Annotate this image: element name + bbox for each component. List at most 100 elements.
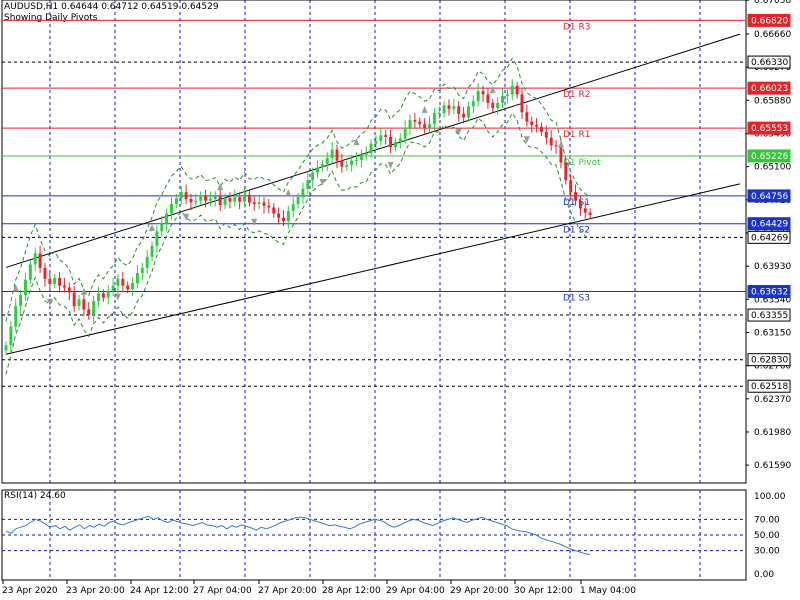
fractal-up-marker: [285, 189, 292, 197]
pivot-label: D1 S1: [563, 198, 590, 208]
price-tick-label: 0.66660: [754, 30, 791, 40]
candle-body: [77, 299, 81, 307]
fractal-down-marker: [455, 128, 462, 136]
candle-body: [505, 94, 509, 97]
candle-body: [340, 160, 344, 167]
candle-body: [213, 196, 217, 199]
rsi-tick-label: 100.00: [754, 492, 786, 502]
rsi-tick-label: 0.00: [754, 570, 774, 580]
price-plot-frame: [1, 0, 747, 484]
time-tick-label: 24 Apr 12:00: [130, 586, 189, 596]
price-badge: [747, 285, 791, 299]
candle-body: [14, 306, 18, 327]
candle-body: [574, 192, 577, 201]
candle-body: [92, 301, 96, 315]
candle-body: [549, 137, 553, 146]
candle-body: [67, 287, 71, 293]
candle-body: [267, 205, 271, 208]
candle-body: [155, 231, 159, 246]
candle-body: [588, 212, 592, 216]
candle-body: [24, 279, 27, 296]
candle-body: [43, 267, 47, 279]
price-badge-label: 0.64429: [751, 220, 788, 230]
price-badge: [747, 379, 791, 393]
price-badge-label: 0.65553: [751, 124, 788, 134]
candle-body: [28, 264, 32, 280]
candle-body: [208, 198, 212, 201]
candle-body: [447, 105, 451, 109]
candle-body: [62, 285, 66, 288]
candle-body: [384, 135, 388, 137]
rsi-line: [5, 515, 591, 555]
candle-body: [316, 167, 319, 173]
fractal-down-marker: [183, 213, 190, 221]
candle-body: [150, 245, 154, 257]
candle-body: [578, 200, 582, 209]
candle-body: [106, 290, 110, 298]
channel-line-lower: [5, 183, 741, 355]
price-badge: [747, 13, 791, 27]
candle-body: [252, 202, 256, 205]
candle-body: [218, 196, 222, 205]
candle-body: [131, 283, 135, 290]
candle-body: [418, 121, 422, 125]
time-tick-label: 23 Apr 2020: [2, 586, 58, 596]
candle-body: [82, 299, 86, 310]
candle-body: [286, 210, 290, 222]
candle-body: [320, 164, 324, 168]
candle-body: [233, 197, 237, 202]
candle-body: [345, 164, 349, 167]
candle-body: [38, 253, 42, 268]
candle-body: [569, 180, 573, 193]
candle-body: [121, 278, 125, 286]
candle-body: [389, 136, 393, 148]
candle-body: [19, 295, 23, 307]
price-tick-label: 0.65880: [754, 96, 791, 106]
candle-body: [437, 113, 441, 115]
price-badge-label: 0.63632: [751, 288, 788, 298]
candle-body: [457, 106, 461, 114]
candle-body: [4, 345, 8, 351]
candle-body: [53, 278, 57, 285]
candle-body: [544, 131, 548, 138]
pivot-label: D1 R3: [563, 22, 591, 32]
candle-body: [398, 138, 402, 143]
candle-body: [301, 188, 305, 198]
candle-body: [9, 326, 13, 346]
candle-body: [238, 197, 242, 202]
bollinger-upper-band: [5, 57, 591, 322]
candle-body: [160, 223, 164, 232]
candle-body: [257, 202, 261, 205]
price-tick-label: 0.62760: [754, 362, 791, 372]
candle-body: [335, 149, 339, 161]
candle-body: [369, 143, 373, 154]
candle-body: [564, 162, 568, 181]
candle-body: [165, 213, 169, 224]
price-badge: [747, 149, 791, 163]
candle-body: [48, 278, 52, 285]
candle-body: [97, 293, 100, 302]
time-tick-label: 28 Apr 12:00: [322, 586, 381, 596]
candle-body: [491, 102, 495, 108]
candle-body: [554, 145, 558, 147]
candle-body: [111, 285, 115, 291]
candle-body: [179, 192, 183, 199]
price-badge: [747, 308, 791, 322]
price-badge-label: 0.64756: [751, 192, 788, 202]
rsi-header: RSI(14) 24.60: [4, 491, 66, 501]
pivot-label: D1 Pivot: [563, 158, 601, 168]
candle-body: [359, 154, 363, 160]
fractal-up-marker: [557, 140, 564, 148]
time-tick-label: 29 Apr 20:00: [450, 586, 509, 596]
candle-body: [330, 149, 334, 159]
fractal-down-marker: [387, 161, 394, 169]
pivot-label: D1 S3: [563, 294, 590, 304]
fractal-down-marker: [46, 298, 53, 306]
fractal-up-marker: [353, 138, 360, 146]
candle-body: [471, 101, 475, 107]
rsi-tick-label: 50.00: [754, 531, 780, 541]
candle-body: [145, 256, 149, 268]
rsi-tick-label: 30.00: [754, 547, 780, 557]
candle-body: [277, 213, 281, 218]
